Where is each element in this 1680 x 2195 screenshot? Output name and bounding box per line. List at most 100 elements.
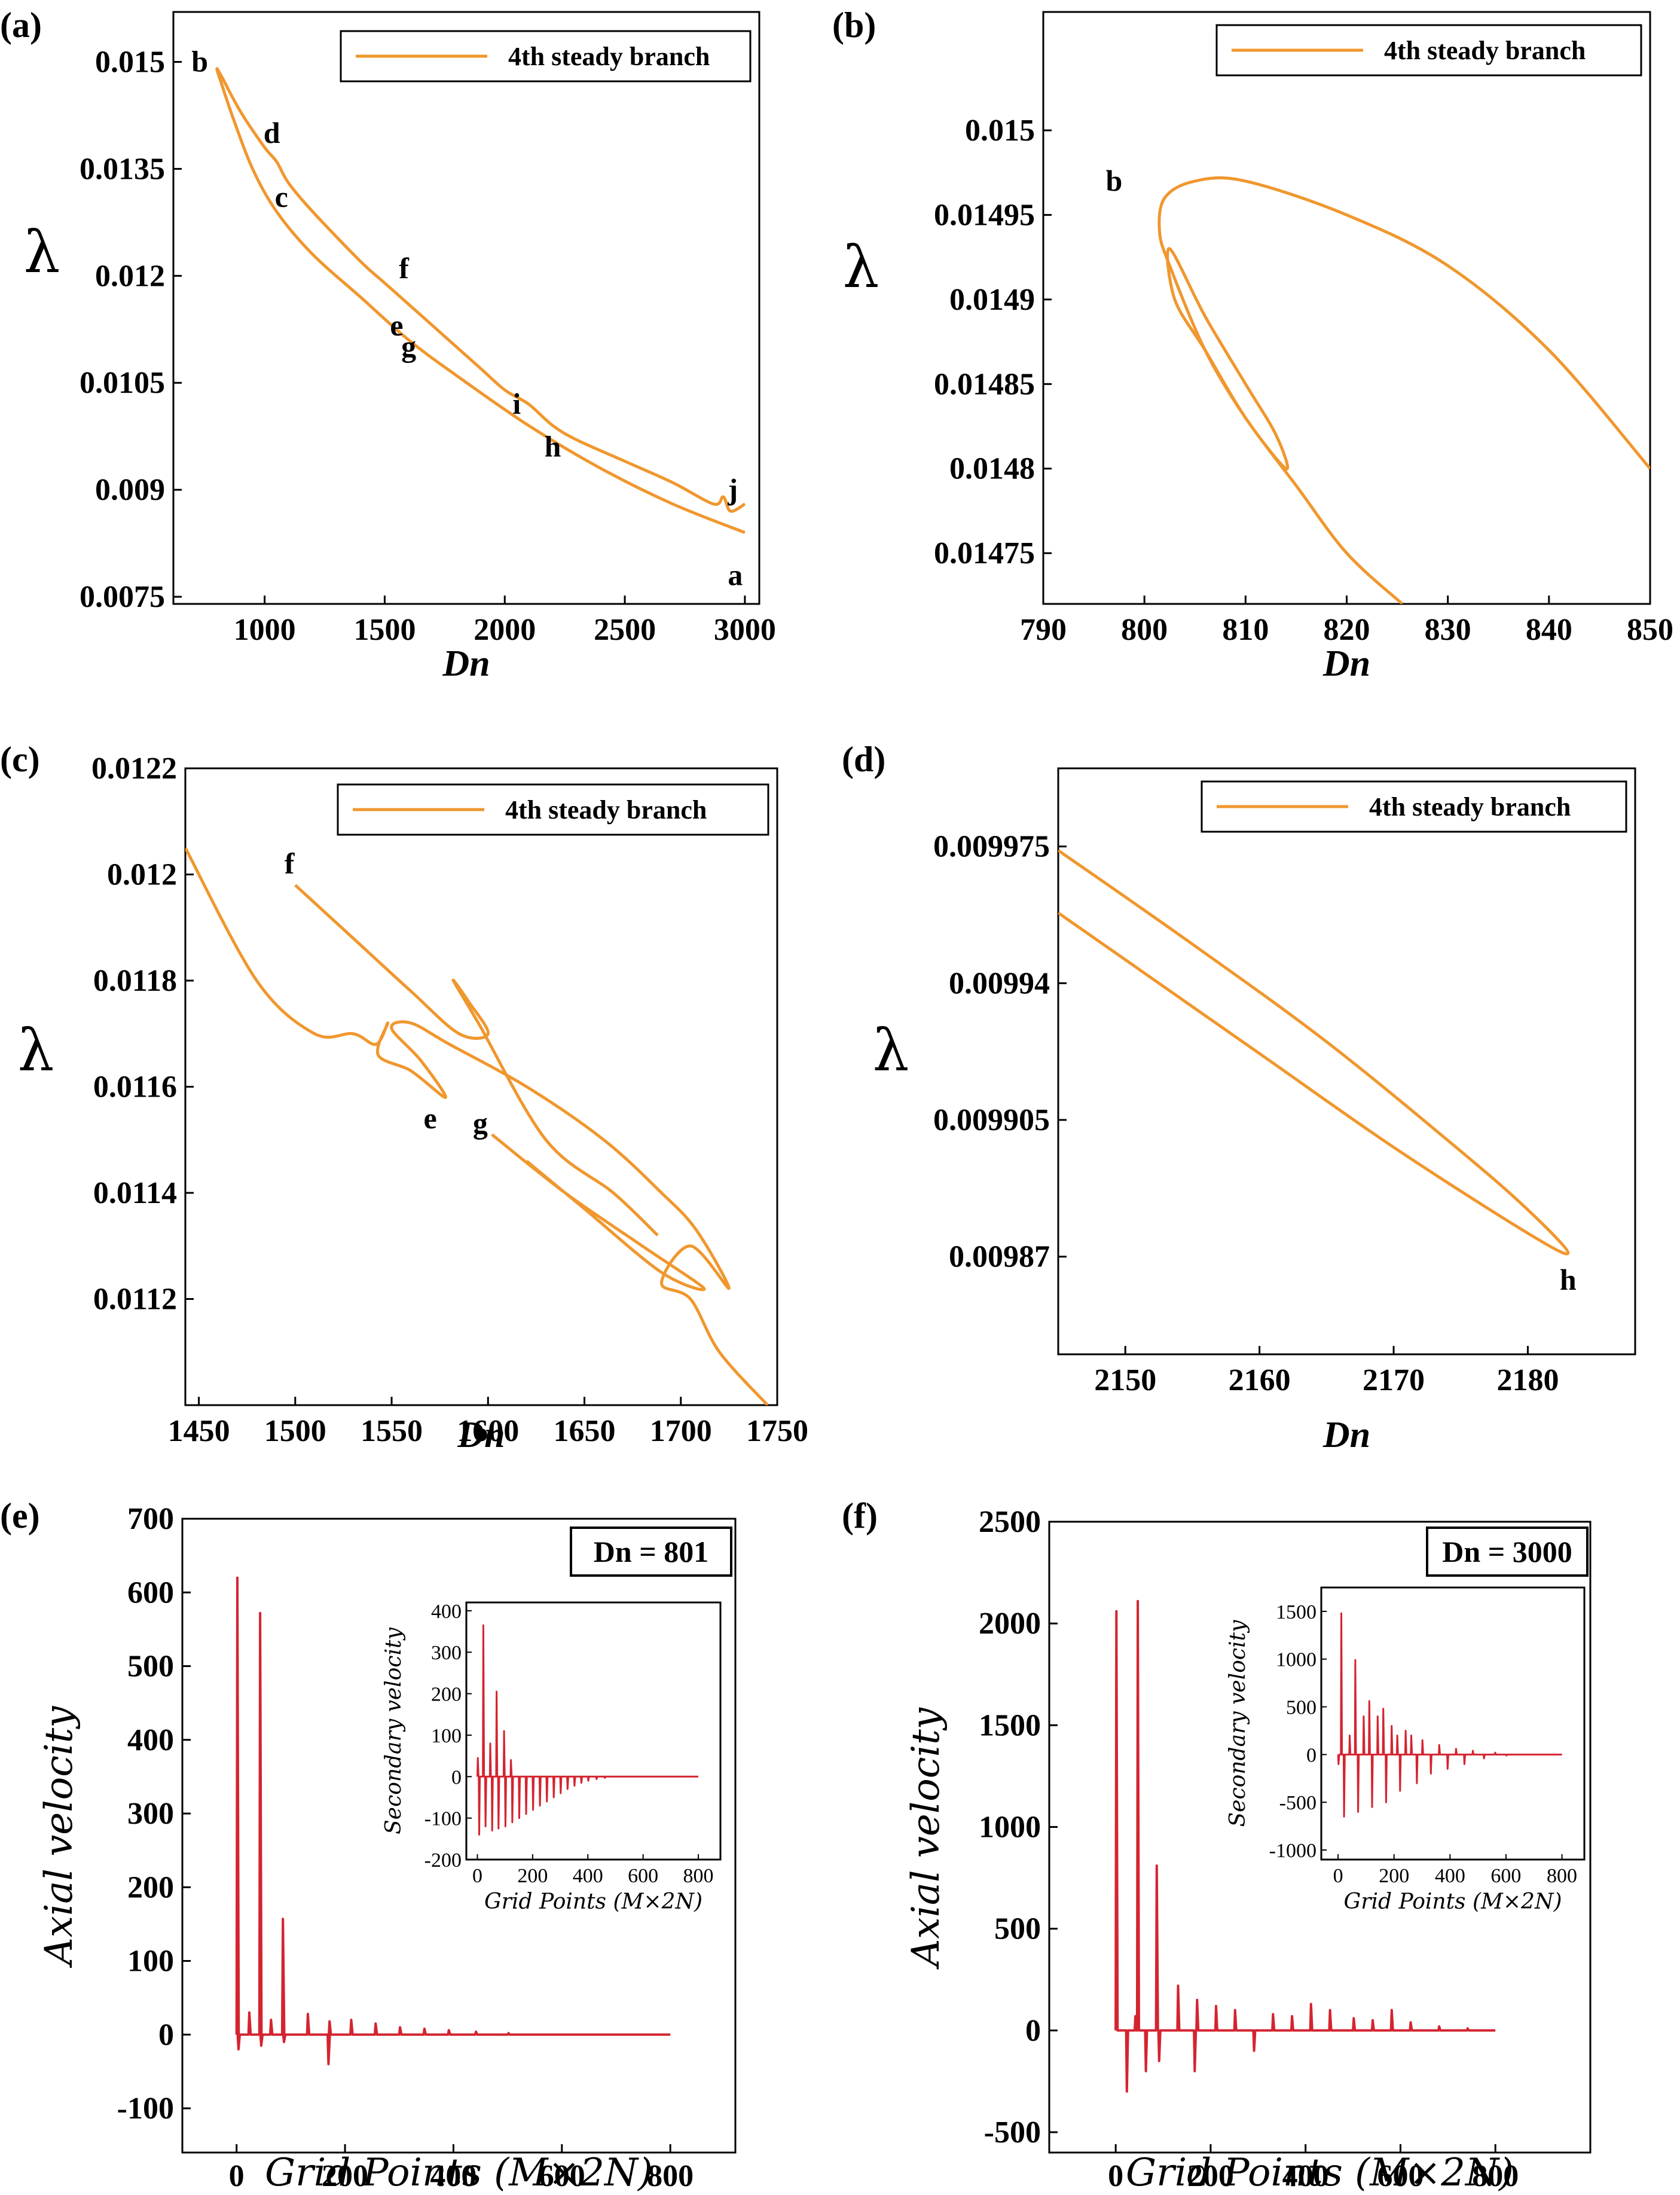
x-tick-label: 2160: [1229, 1363, 1291, 1397]
y-tick-label: 0.00987: [949, 1240, 1050, 1274]
x-tick-label: 0: [1108, 2159, 1123, 2193]
inset-x-tick-label: 800: [683, 1865, 714, 1887]
inset-y-tick-label: 400: [431, 1601, 462, 1623]
secondary-velocity-line: [476, 1624, 698, 1836]
y-tick-label: 0.01495: [934, 198, 1035, 232]
y-tick-label: 600: [127, 1576, 174, 1610]
x-tick-label: 790: [1020, 613, 1067, 647]
panel-label: (e): [0, 1496, 40, 1535]
series-group: [215, 67, 746, 535]
inset-y-tick-label: 200: [431, 1684, 462, 1706]
x-tick-label: 830: [1425, 613, 1471, 647]
point-label-a: a: [728, 558, 743, 591]
x-tick-label: 3000: [714, 613, 776, 647]
y-tick-label: 0.009975: [933, 830, 1050, 864]
branch-line-0: [1157, 176, 1650, 604]
x-tick-label: 1550: [361, 1414, 423, 1448]
x-tick-label: 1650: [554, 1414, 616, 1448]
x-axis-label: Dn: [442, 643, 490, 684]
point-label-e: e: [423, 1101, 436, 1135]
panel-label: (d): [842, 740, 885, 779]
inset-y-tick-label: -500: [1279, 1792, 1316, 1814]
inset-y-tick-label: 100: [431, 1725, 462, 1747]
y-tick-label: 400: [127, 1723, 174, 1757]
y-tick-label: 100: [127, 1944, 174, 1979]
y-tick-label: 0.0122: [91, 752, 177, 786]
point-label-d: d: [264, 116, 280, 149]
x-tick-label: 1500: [353, 613, 416, 647]
plot-frame: [1042, 11, 1651, 605]
plot-frame: [1048, 1521, 1592, 2154]
y-tick-label: 500: [994, 1912, 1041, 1946]
axial-velocity-line: [1114, 1599, 1496, 2093]
point-label-h: h: [545, 430, 561, 463]
x-tick-label: 200: [322, 2159, 368, 2193]
point-label-h: h: [1560, 1263, 1577, 1296]
inset-x-tick-label: 200: [517, 1865, 548, 1887]
inset-y-tick-label: -100: [424, 1808, 462, 1830]
inset-y-tick-label: 0: [1306, 1744, 1316, 1766]
point-label-g: g: [473, 1107, 488, 1140]
y-tick-label: 200: [127, 1870, 174, 1904]
x-tick-label: 850: [1627, 613, 1673, 647]
point-label-g: g: [401, 330, 416, 364]
y-tick-label: 0.0105: [80, 366, 165, 400]
point-label-c: c: [275, 180, 288, 213]
inset-x-tick-label: 600: [1490, 1865, 1521, 1887]
y-tick-label: 1000: [979, 1810, 1041, 1844]
y-tick-label: 0.0112: [93, 1283, 177, 1317]
y-axis-label: λ: [24, 219, 60, 286]
inset-y-tick-label: 300: [431, 1642, 462, 1664]
x-tick-label: 810: [1222, 613, 1269, 647]
inset-frame: [1320, 1586, 1586, 1861]
axial-velocity-line: [235, 1576, 671, 2066]
x-tick-label: 800: [647, 2159, 694, 2193]
x-tick-label: 400: [430, 2159, 476, 2193]
y-tick-label: 0.012: [95, 259, 165, 293]
series-group: [1157, 176, 1650, 604]
x-axis-label: Dn: [457, 1415, 505, 1455]
branch-line-0: [1058, 849, 1570, 1256]
y-tick-label: 0.00994: [949, 966, 1050, 1000]
x-tick-label: 2180: [1496, 1363, 1559, 1397]
legend-entry: 4th steady branch: [1369, 792, 1571, 822]
dn-box: [570, 1527, 732, 1577]
y-tick-label: 0.015: [95, 45, 165, 79]
branch-line-0: [185, 847, 769, 1405]
inset-x-tick-label: 800: [1547, 1865, 1577, 1887]
x-tick-label: 400: [1282, 2159, 1329, 2193]
inset-y-tick-label: 500: [1286, 1697, 1316, 1719]
point-label-b: b: [191, 44, 208, 78]
inset-x-tick-label: 600: [628, 1865, 658, 1887]
x-tick-label: 1450: [168, 1414, 230, 1448]
y-tick-label: 2500: [979, 1505, 1041, 1539]
y-tick-label: -100: [117, 2092, 174, 2126]
point-label-e: e: [390, 309, 403, 342]
x-tick-label: 800: [1472, 2159, 1519, 2193]
x-tick-label: 820: [1324, 613, 1370, 647]
x-tick-label: 2150: [1094, 1363, 1156, 1397]
series-group: [185, 847, 769, 1405]
x-axis-label: Grid Points (M×2N): [1126, 2151, 1514, 2195]
plot-frame: [184, 767, 778, 1406]
y-tick-label: 0.009: [95, 473, 165, 507]
y-tick-label: 0.0118: [93, 964, 177, 998]
x-tick-label: 2170: [1363, 1363, 1425, 1397]
inset-y-tick-label: -1000: [1269, 1840, 1316, 1862]
inset-y-tick-label: 1000: [1276, 1649, 1316, 1671]
inset-x-tick-label: 0: [472, 1865, 482, 1887]
y-tick-label: 0.0135: [80, 152, 165, 186]
branch-line-2: [491, 1133, 706, 1292]
x-tick-label: 600: [539, 2159, 585, 2193]
x-tick-label: 200: [1187, 2159, 1234, 2193]
y-tick-label: 300: [127, 1797, 174, 1831]
plot-frame: [181, 1518, 737, 2154]
x-tick-label: 1600: [457, 1414, 519, 1448]
panel-label: (a): [0, 5, 42, 45]
inset-y-tick-label: 1500: [1276, 1601, 1316, 1623]
panel-label: (f): [842, 1496, 878, 1535]
y-tick-label: 0.0148: [949, 452, 1035, 486]
point-label-f: f: [399, 251, 410, 285]
